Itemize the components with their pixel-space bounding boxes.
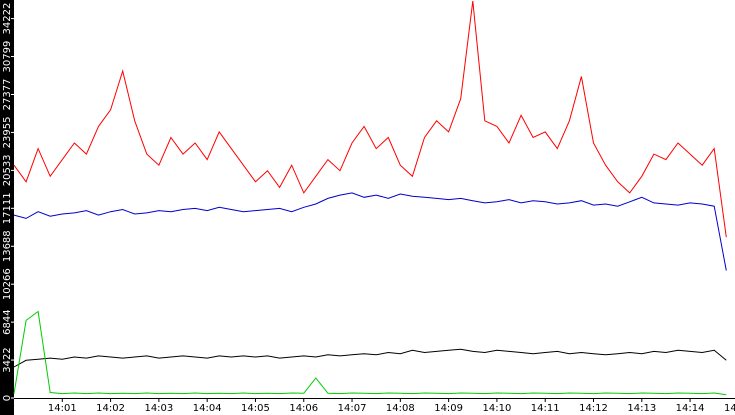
series-line: [13, 192, 727, 271]
y-tick-label: 17111: [2, 192, 13, 224]
y-tick-label: 3422: [2, 347, 13, 372]
y-tick-label: 13688: [2, 230, 13, 262]
y-tick-label: 10266: [2, 268, 13, 300]
x-tick-label: 14:11: [531, 403, 560, 414]
y-axis-strip: [0, 0, 14, 415]
y-tick-label: 27377: [2, 79, 13, 111]
series-line: [13, 348, 727, 368]
x-tick-label: 14:06: [289, 403, 318, 414]
x-tick-label: 14:03: [144, 403, 173, 414]
series-line: [13, 1, 727, 238]
y-tick-label: 30799: [2, 41, 13, 73]
x-tick-label: 14:12: [579, 403, 608, 414]
x-tick-label: 14:05: [241, 403, 270, 414]
x-tick-label: 14:01: [48, 403, 77, 414]
y-tick-label: 34222: [2, 3, 13, 35]
y-tick-label: 6844: [2, 309, 13, 334]
x-tick-label: 14:08: [386, 403, 415, 414]
y-tick-label: 0: [2, 395, 13, 401]
x-tick-label: 14:09: [434, 403, 463, 414]
x-tick-label: 14:07: [338, 403, 367, 414]
x-tick-label: 14:04: [193, 403, 222, 414]
x-tick-label: 14:14: [676, 403, 705, 414]
y-tick-label: 23955: [2, 117, 13, 149]
x-tick-label: 14:13: [627, 403, 656, 414]
y-tick-label: 20533: [2, 154, 13, 186]
x-tick-label: 14:15: [724, 403, 735, 414]
x-tick-label: 14:10: [483, 403, 512, 414]
series-line: [13, 310, 727, 396]
x-tick-label: 14:02: [96, 403, 125, 414]
